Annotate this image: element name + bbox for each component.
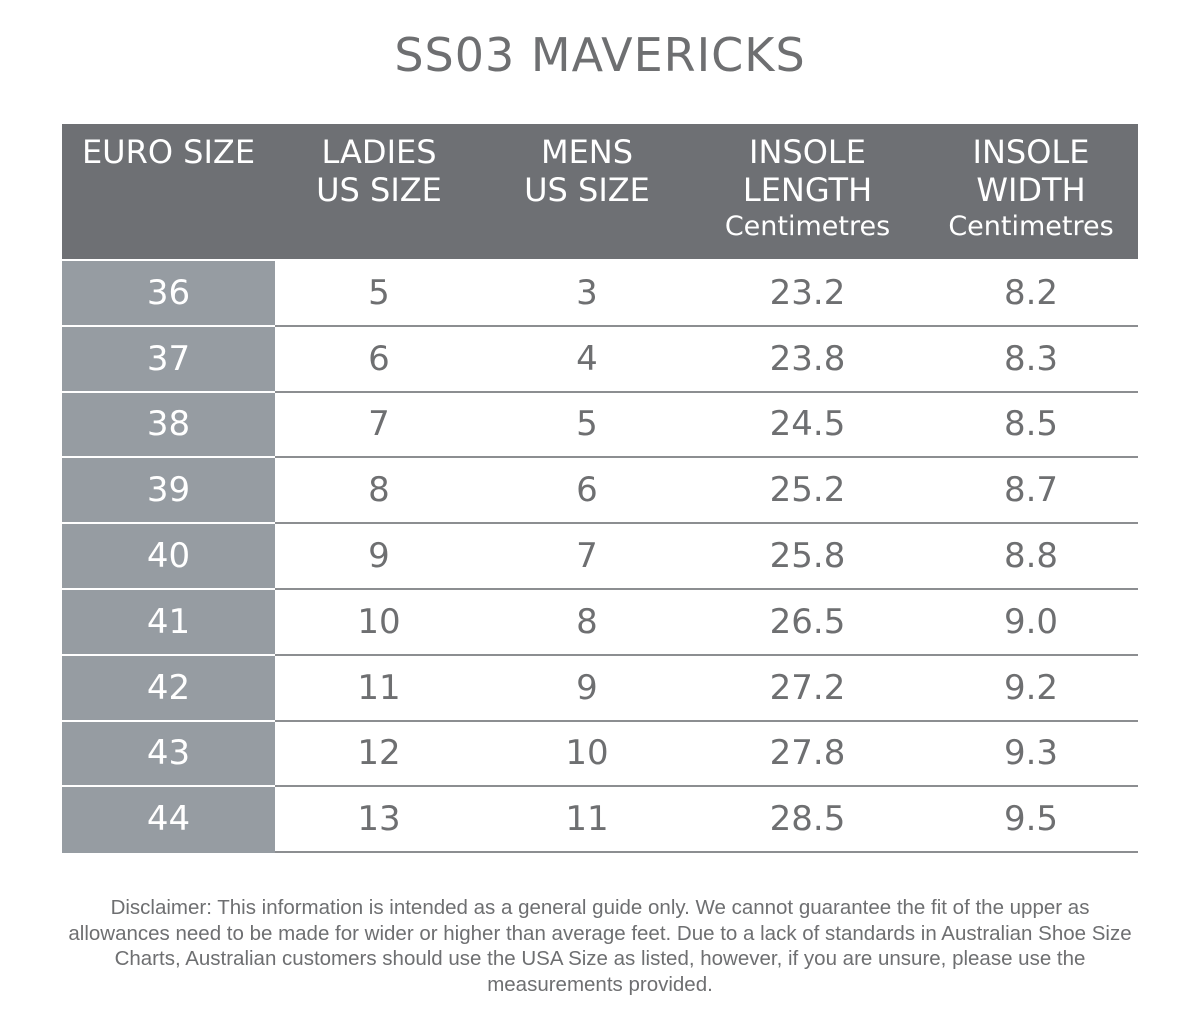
cell-ladies-us-size: 10 [275, 590, 483, 656]
cell-euro-size: 42 [62, 655, 275, 722]
page-title: SS03 MAVERICKS [394, 28, 806, 82]
cell-insole-width: 8.2 [924, 261, 1138, 327]
cell-ladies-us-size: 8 [275, 458, 483, 525]
cell-euro-size: 37 [62, 326, 275, 393]
header-line: MENS [540, 133, 634, 171]
cell-insole-width: 8.8 [924, 524, 1138, 590]
table-body: 36 5 3 23.2 8.2 37 6 4 23.8 8.3 38 7 5 2… [62, 261, 1138, 854]
cell-ladies-us-size: 12 [275, 722, 483, 788]
cell-insole-length: 25.8 [691, 524, 924, 590]
cell-euro-size: 41 [62, 589, 275, 656]
cell-ladies-us-size: 6 [275, 327, 483, 393]
cell-euro-size: 44 [62, 787, 275, 854]
table-row: 44 13 11 28.5 9.5 [62, 787, 1138, 854]
header-line: WIDTH [976, 171, 1086, 209]
table-row: 40 9 7 25.8 8.8 [62, 524, 1138, 590]
cell-mens-us-size: 11 [483, 787, 691, 854]
header-unit: Centimetres [724, 211, 891, 242]
header-line: LENGTH [742, 171, 873, 209]
cell-insole-width: 9.2 [924, 656, 1138, 722]
header-mens-us-size: MENS US SIZE [483, 124, 691, 259]
header-line: US SIZE [524, 171, 650, 209]
cell-insole-length: 25.2 [691, 458, 924, 525]
table-row: 36 5 3 23.2 8.2 [62, 261, 1138, 327]
table-row: 41 10 8 26.5 9.0 [62, 589, 1138, 656]
cell-insole-width: 8.7 [924, 458, 1138, 525]
header-line: US SIZE [316, 171, 442, 209]
header-unit: Centimetres [948, 211, 1114, 242]
cell-insole-length: 28.5 [691, 787, 924, 854]
cell-euro-size: 36 [62, 261, 275, 327]
header-ladies-us-size: LADIES US SIZE [275, 124, 483, 259]
table-row: 39 8 6 25.2 8.7 [62, 458, 1138, 525]
cell-mens-us-size: 6 [483, 458, 691, 525]
cell-insole-length: 23.8 [691, 327, 924, 393]
cell-insole-length: 23.2 [691, 261, 924, 327]
header-line: EURO SIZE [81, 133, 256, 171]
header-line: INSOLE [749, 133, 866, 171]
cell-mens-us-size: 9 [483, 656, 691, 722]
cell-mens-us-size: 4 [483, 327, 691, 393]
header-insole-length: INSOLE LENGTH Centimetres [691, 124, 924, 259]
table-row: 42 11 9 27.2 9.2 [62, 655, 1138, 722]
size-chart-table: EURO SIZE LADIES US SIZE MENS US SIZE IN… [62, 124, 1138, 854]
cell-euro-size: 40 [62, 524, 275, 590]
cell-ladies-us-size: 7 [275, 393, 483, 459]
cell-mens-us-size: 8 [483, 590, 691, 656]
header-line: LADIES [321, 133, 437, 171]
cell-insole-width: 8.3 [924, 327, 1138, 393]
table-row: 37 6 4 23.8 8.3 [62, 326, 1138, 393]
cell-mens-us-size: 7 [483, 524, 691, 590]
cell-ladies-us-size: 5 [275, 261, 483, 327]
table-header: EURO SIZE LADIES US SIZE MENS US SIZE IN… [62, 124, 1138, 259]
cell-mens-us-size: 3 [483, 261, 691, 327]
cell-mens-us-size: 10 [483, 722, 691, 788]
cell-insole-width: 9.5 [924, 787, 1138, 854]
header-line: INSOLE [972, 133, 1090, 171]
table-row: 43 12 10 27.8 9.3 [62, 721, 1138, 788]
header-euro-size: EURO SIZE [62, 124, 275, 259]
cell-ladies-us-size: 13 [275, 787, 483, 854]
cell-insole-width: 9.0 [924, 590, 1138, 656]
cell-euro-size: 43 [62, 721, 275, 788]
cell-insole-length: 26.5 [691, 590, 924, 656]
cell-insole-width: 8.5 [924, 393, 1138, 459]
cell-insole-width: 9.3 [924, 722, 1138, 788]
cell-ladies-us-size: 9 [275, 524, 483, 590]
cell-insole-length: 27.2 [691, 656, 924, 722]
disclaimer-text: Disclaimer: This information is intended… [68, 896, 1132, 996]
cell-euro-size: 38 [62, 392, 275, 459]
header-insole-width: INSOLE WIDTH Centimetres [924, 124, 1138, 259]
cell-euro-size: 39 [62, 458, 275, 525]
cell-insole-length: 24.5 [691, 393, 924, 459]
table-row: 38 7 5 24.5 8.5 [62, 392, 1138, 459]
cell-ladies-us-size: 11 [275, 656, 483, 722]
cell-insole-length: 27.8 [691, 722, 924, 788]
cell-mens-us-size: 5 [483, 393, 691, 459]
